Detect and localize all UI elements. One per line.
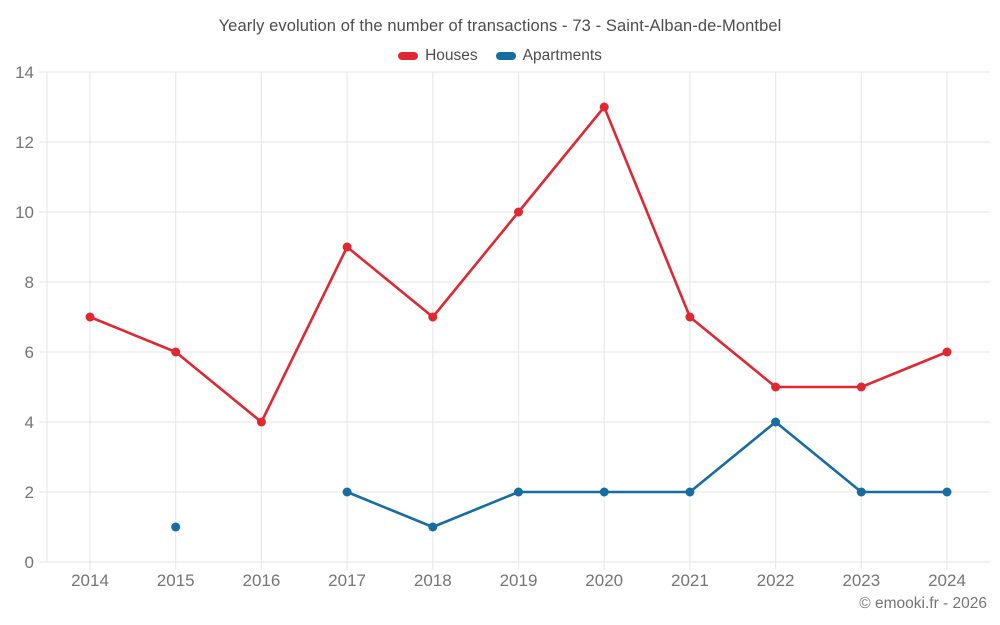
series-apartments-line [345, 420, 949, 529]
chart-legend: Houses Apartments [0, 47, 1000, 65]
y-tick-label: 6 [25, 343, 34, 362]
series-apartments-point-2023[interactable] [856, 487, 866, 497]
series-apartments-point-2020[interactable] [599, 487, 609, 497]
x-tick-label: 2021 [671, 571, 709, 590]
x-tick-label: 2019 [500, 571, 538, 590]
series-houses-point-2022[interactable] [771, 382, 781, 392]
series-houses-point-2020[interactable] [599, 102, 609, 112]
series-apartments-point-2021[interactable] [685, 487, 695, 497]
chart-title: Yearly evolution of the number of transa… [218, 17, 782, 35]
series-apartments-point-2022[interactable] [771, 417, 781, 427]
series-houses-point-2017[interactable] [342, 242, 352, 252]
series-apartments-point-2017[interactable] [342, 487, 352, 497]
series-houses-point-2023[interactable] [856, 382, 866, 392]
y-tick-label: 14 [15, 63, 34, 82]
y-tick-label: 10 [15, 203, 34, 222]
series-houses-point-2016[interactable] [256, 417, 266, 427]
y-tick-label: 0 [25, 553, 34, 572]
series-houses-point-2015[interactable] [171, 347, 181, 357]
legend-swatch-apartments [495, 52, 516, 60]
y-tick-label: 4 [25, 413, 34, 432]
x-tick-label: 2023 [842, 571, 880, 590]
x-tick-label: 2020 [585, 571, 623, 590]
series-houses-point-2014[interactable] [85, 312, 95, 322]
x-tick-label: 2016 [242, 571, 280, 590]
x-tick-label: 2018 [414, 571, 452, 590]
legend-label-apartments: Apartments [522, 47, 602, 64]
series-apartments-point-2018[interactable] [428, 522, 438, 532]
series-houses-point-2024[interactable] [942, 347, 952, 357]
legend-item-apartments[interactable]: Apartments [495, 47, 602, 65]
x-tick-label: 2024 [928, 571, 966, 590]
y-tick-label: 8 [25, 273, 34, 292]
copyright-footer: © emooki.fr - 2026 [859, 595, 987, 612]
x-tick-label: 2022 [757, 571, 795, 590]
x-tick-label: 2017 [328, 571, 366, 590]
series-houses-point-2021[interactable] [685, 312, 695, 322]
y-tick-label: 12 [15, 133, 34, 152]
series-apartments-point-2015[interactable] [171, 522, 181, 532]
legend-swatch-houses [398, 52, 419, 60]
x-tick-label: 2014 [71, 571, 109, 590]
x-tick-label: 2015 [157, 571, 195, 590]
series-houses-point-2018[interactable] [428, 312, 438, 322]
series-houses-point-2019[interactable] [514, 207, 523, 217]
legend-item-houses[interactable]: Houses [398, 47, 478, 65]
y-tick-label: 2 [25, 483, 34, 502]
series-apartments-point-2024[interactable] [942, 487, 952, 497]
series-apartments-point-2019[interactable] [514, 487, 523, 497]
legend-label-houses: Houses [425, 47, 478, 64]
